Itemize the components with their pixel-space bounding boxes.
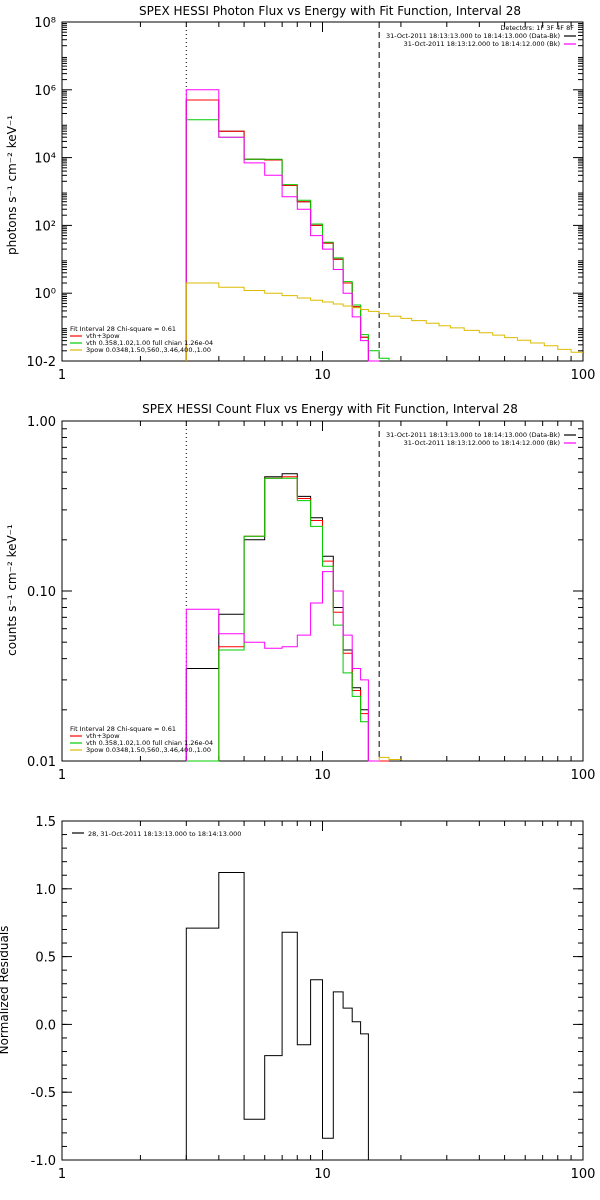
legend-top: 31-Oct-2011 18:13:13.000 to 18:14:13.000… bbox=[386, 431, 576, 447]
panel-photon-flux: SPEX HESSI Photon Flux vs Energy with Fi… bbox=[5, 4, 595, 383]
y-tick-label: 1.0 bbox=[35, 883, 56, 898]
legend-entry: vth+3pow bbox=[86, 332, 120, 340]
y-tick-label: 0.0 bbox=[35, 1018, 56, 1033]
x-tick-label: 1 bbox=[58, 368, 66, 383]
legend-entry: 3pow 0.0348,1.50,560.,3.46,400.,1.00 bbox=[86, 346, 211, 354]
y-tick-label: 1.5 bbox=[35, 815, 56, 830]
y-tick-label: 10⁰ bbox=[34, 287, 56, 302]
y-axis-label: photons s⁻¹ cm⁻² keV⁻¹ bbox=[5, 115, 19, 255]
x-tick-label: 100 bbox=[571, 768, 596, 783]
histogram-series bbox=[185, 282, 583, 361]
legend-entry: 31-Oct-2011 18:13:12.000 to 18:14:12.000… bbox=[404, 40, 560, 48]
x-tick-label: 10 bbox=[314, 368, 331, 383]
y-tick-label: 0.5 bbox=[35, 951, 56, 966]
histogram-series bbox=[185, 119, 390, 361]
y-tick-label: -1.0 bbox=[31, 1154, 56, 1169]
x-tick-label: 100 bbox=[571, 368, 596, 383]
y-tick-label: -0.5 bbox=[31, 1086, 56, 1101]
y-tick-label: 10⁴ bbox=[34, 152, 56, 167]
series-group bbox=[185, 89, 583, 362]
x-tick-label: 10 bbox=[314, 1167, 331, 1182]
legend-entry: vth+3pow bbox=[86, 732, 120, 740]
legend-header: Fit Interval 28 Chi-square = 0.61 bbox=[70, 325, 176, 333]
legend-entry: 31-Oct-2011 18:13:12.000 to 18:14:12.000… bbox=[404, 439, 560, 447]
series-group bbox=[185, 473, 401, 762]
legend-top: 28, 31-Oct-2011 18:13:13.000 to 18:14:13… bbox=[72, 830, 241, 838]
histogram-series bbox=[185, 99, 380, 362]
axis-ticks: 1 10 100 0.01 0.10 1.00 bbox=[27, 415, 595, 783]
y-axis-label: counts s⁻¹ cm⁻² keV⁻¹ bbox=[5, 524, 19, 656]
histogram-series bbox=[186, 476, 389, 762]
y-tick-label: 1.00 bbox=[27, 415, 56, 430]
legend-header: Detectors: 1F 3F 4F 8F bbox=[500, 24, 574, 32]
x-tick-label: 10 bbox=[314, 768, 331, 783]
legend-entry: 31-Oct-2011 18:13:13.000 to 18:14:13.000… bbox=[386, 32, 560, 40]
histogram-series bbox=[185, 872, 369, 1160]
y-axis-label: Normalized Residuals bbox=[0, 926, 11, 1055]
plot-frame bbox=[61, 21, 584, 362]
histogram-series bbox=[185, 473, 380, 762]
histogram-series bbox=[378, 756, 401, 761]
histogram-series bbox=[186, 477, 380, 762]
panel-residuals: Normalized Residuals 1 10 100 -1.0 -0.5 0.0 0.… bbox=[0, 815, 595, 1182]
legend-bottom: Fit Interval 28 Chi-square = 0.61vth+3po… bbox=[70, 725, 213, 754]
legend-entry: 28, 31-Oct-2011 18:13:13.000 to 18:14:13… bbox=[88, 830, 241, 838]
y-tick-label: 10⁸ bbox=[34, 16, 56, 31]
axis-ticks: 1 10 100 10-2 10⁰ 10² 10⁴ 10⁶ 10⁸ bbox=[26, 16, 595, 383]
histogram-series bbox=[185, 571, 380, 762]
panel-count-flux: SPEX HESSI Count Flux vs Energy with Fit… bbox=[5, 402, 595, 783]
legend-entry: 31-Oct-2011 18:13:13.000 to 18:14:13.000… bbox=[386, 431, 560, 439]
chart-title: SPEX HESSI Photon Flux vs Energy with Fi… bbox=[139, 4, 521, 18]
legend-entry: vth 0.358,1.02,1.00 full chian 1.26e-04 bbox=[86, 739, 213, 747]
histogram-series bbox=[185, 89, 380, 362]
y-tick-label: 0.01 bbox=[27, 755, 56, 770]
y-tick-label: 10-2 bbox=[26, 355, 56, 370]
x-tick-label: 1 bbox=[58, 1167, 66, 1182]
histogram-series bbox=[185, 99, 380, 362]
series-group bbox=[185, 872, 369, 1160]
legend-header: Fit Interval 28 Chi-square = 0.61 bbox=[70, 725, 176, 733]
y-tick-label: 10² bbox=[34, 219, 56, 234]
legend-bottom: Fit Interval 28 Chi-square = 0.61vth+3po… bbox=[70, 325, 213, 354]
y-tick-label: 10⁶ bbox=[34, 84, 56, 99]
chart-title: SPEX HESSI Count Flux vs Energy with Fit… bbox=[142, 402, 518, 416]
y-tick-label: 0.10 bbox=[27, 585, 56, 600]
x-tick-label: 1 bbox=[58, 768, 66, 783]
x-tick-label: 100 bbox=[571, 1167, 596, 1182]
axis-ticks: 1 10 100 -1.0 -0.5 0.0 0.5 1.0 1.5 bbox=[31, 815, 596, 1182]
legend-entry: vth 0.358,1.02,1.00 full chian 1.26e-04 bbox=[86, 339, 213, 347]
legend-entry: 3pow 0.0348,1.50,560.,3.46,400.,1.00 bbox=[86, 746, 211, 754]
